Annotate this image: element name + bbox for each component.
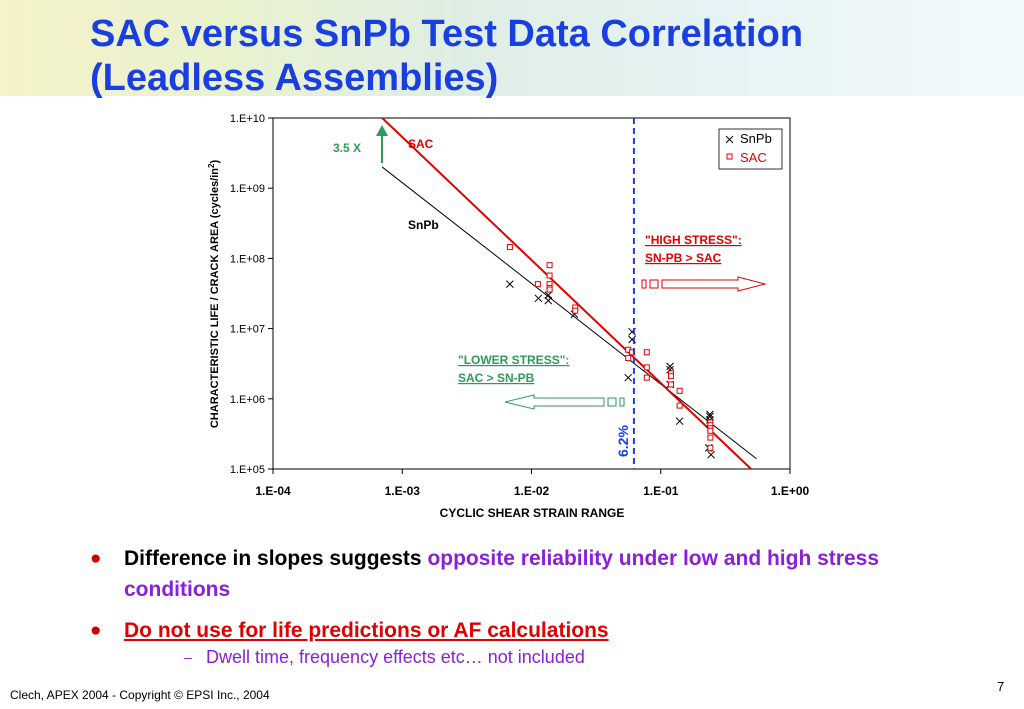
strain-threshold-label: 6.2% [615, 425, 631, 457]
y-axis-label-text: CHARACTERISTIC LIFE / CRACK AREA (cycles… [209, 168, 221, 428]
title-line-1: SAC versus SnPb Test Data Correlation [90, 13, 804, 55]
data-point-sac [643, 374, 650, 381]
data-point-snpb [707, 450, 715, 459]
fit-line-snpb [381, 166, 757, 460]
data-point-sac [676, 387, 683, 394]
data-point-snpb [675, 417, 684, 426]
ratio-arrow-head [376, 125, 388, 136]
legend-box [718, 128, 783, 170]
y-tick-label: 1.E+09 [230, 183, 265, 195]
x-tick-label: 1.E-01 [643, 484, 679, 498]
data-point-sac [506, 244, 513, 251]
ratio-arrow [376, 125, 388, 163]
fit-lines [381, 117, 757, 470]
ratio-label: 3.5 X [333, 141, 361, 155]
data-point-snpb [706, 412, 714, 421]
lower-stress-line-2: SAC > SN-PB [458, 371, 535, 385]
x-tick-label: 1.E-04 [255, 484, 291, 498]
high-stress-line-2: SN-PB > SAC [645, 251, 722, 265]
lower-stress-line-1: "LOWER STRESS": [458, 353, 569, 367]
high-stress-arrow-body [661, 276, 767, 292]
bullet-1: ● Difference in slopes suggests opposite… [90, 543, 990, 605]
y-axis-label: CHARACTERISTIC LIFE / CRACK AREA (cycles… [207, 160, 222, 429]
bullet-2: ● Do not use for life predictions or AF … [90, 615, 990, 646]
bullet-1-text-plain: Difference in slopes suggests [124, 547, 428, 570]
page-number: 7 [997, 679, 1005, 694]
slide-title: SAC versus SnPb Test Data Correlation (L… [90, 12, 803, 100]
data-point-sac [707, 427, 714, 434]
lower-stress-arrow-dot-2 [619, 397, 625, 407]
y-tick-label: 1.E+06 [230, 394, 265, 406]
high-stress-arrow [641, 276, 767, 292]
lower-stress-arrow-body [504, 394, 605, 410]
legend: SnPb SAC [718, 128, 783, 170]
data-points [505, 244, 715, 459]
footer-copyright: Clech, APEX 2004 - Copyright © EPSI Inc.… [10, 688, 270, 702]
data-point-sac [676, 402, 683, 409]
lower-stress-arrow [504, 394, 625, 410]
y-tick-label: 1.E+07 [230, 324, 265, 336]
data-point-sac [643, 364, 650, 371]
data-point-snpb [544, 296, 553, 305]
y-axis-label-sup: 2 [207, 163, 216, 168]
data-point-snpb [544, 291, 553, 299]
data-point-sac [546, 262, 553, 269]
title-band [0, 0, 1024, 96]
x-tick-label: 1.E+00 [771, 484, 810, 498]
high-stress-arrow-dot-2 [649, 279, 659, 289]
data-point-sac [667, 381, 674, 388]
axis-tick-labels: 1.E-04 1.E-03 1.E-02 1.E-01 1.E+00 1.E+05 1.E+… [230, 113, 810, 498]
bullet-dot-1: ● [90, 548, 102, 569]
bullet-dot-2: ● [90, 620, 102, 641]
x-axis-label: CYCLIC SHEAR STRAIN RANGE [440, 506, 625, 520]
data-point-sac [625, 355, 632, 362]
data-point-sac [707, 444, 714, 451]
y-axis-label-close: ) [209, 160, 221, 164]
snpb-line-label: SnPb [408, 218, 439, 232]
data-point-sac [643, 349, 650, 356]
bullet-list: ● Difference in slopes suggests opposite… [90, 543, 990, 668]
sub-bullet-dash: – [184, 649, 192, 665]
legend-marker-sac [726, 153, 733, 160]
sub-bullet: – Dwell time, frequency effects etc… not… [90, 646, 990, 668]
data-point-sac [572, 307, 579, 314]
data-point-sac [667, 373, 674, 380]
data-point-snpb [624, 373, 633, 382]
legend-marker-snpb [725, 135, 734, 144]
y-tick-label: 1.E+08 [230, 253, 265, 265]
data-point-snpb [505, 280, 514, 288]
sub-bullet-text: Dwell time, frequency effects etc… not i… [206, 647, 585, 667]
fit-line-sac [381, 117, 752, 470]
legend-entry-sac: SAC [740, 150, 767, 165]
sac-line-label: SAC [408, 137, 434, 151]
high-stress-arrow-dot-1 [641, 279, 647, 289]
data-point-snpb [534, 294, 543, 303]
data-point-snpb [666, 362, 674, 371]
legend-entry-snpb: SnPb [740, 131, 772, 146]
title-line-2: (Leadless Assemblies) [90, 57, 499, 99]
data-point-sac [546, 286, 553, 293]
data-point-snpb [706, 410, 714, 419]
y-tick-label: 1.E+10 [230, 113, 265, 125]
data-point-sac [546, 272, 553, 279]
bullet-1-text-emphasis: opposite reliability under low and high … [124, 547, 880, 601]
axis-ticks [268, 117, 791, 474]
data-point-sac [534, 281, 541, 288]
data-point-sac [707, 434, 714, 441]
y-tick-label: 1.E+05 [230, 464, 265, 476]
lower-stress-arrow-dot-1 [607, 397, 617, 407]
bullet-2-text: Do not use for life predictions or AF ca… [124, 619, 609, 642]
x-tick-label: 1.E-02 [514, 484, 550, 498]
high-stress-line-1: "HIGH STRESS": [645, 233, 742, 247]
x-tick-label: 1.E-03 [385, 484, 421, 498]
